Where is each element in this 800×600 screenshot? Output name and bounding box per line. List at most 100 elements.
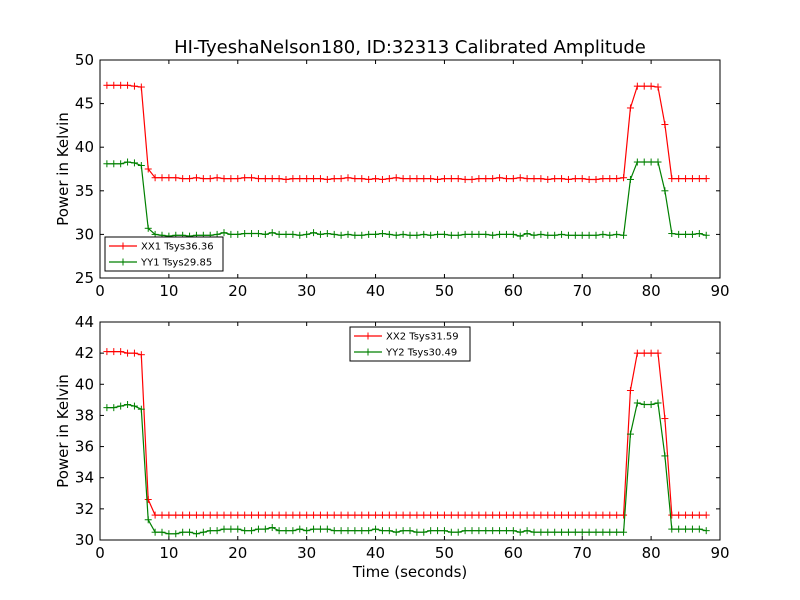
data-point-marker [454, 175, 462, 183]
data-point-marker [303, 527, 311, 535]
data-point-marker [661, 415, 669, 423]
data-point-marker [475, 175, 483, 183]
x-tick-label: 40 [366, 282, 385, 300]
data-point-marker [571, 528, 579, 536]
data-point-marker [564, 528, 572, 536]
data-point-marker [165, 174, 173, 182]
top-panel: 0 10 20 30 40 50 60 70 80 90 25 30 35 40 45 50 Power in … [54, 51, 730, 300]
data-point-marker [434, 230, 442, 238]
data-point-marker [496, 527, 504, 535]
data-point-marker [227, 175, 235, 183]
data-point-marker [413, 511, 421, 519]
x-tick-label: 60 [504, 544, 523, 562]
data-point-marker [516, 511, 524, 519]
data-point-marker [234, 175, 242, 183]
data-point-marker [537, 511, 545, 519]
data-point-marker [599, 230, 607, 238]
data-point-marker [323, 525, 331, 533]
data-point-marker [186, 511, 194, 519]
data-point-marker [372, 175, 380, 183]
series-yy [103, 399, 710, 538]
data-point-marker [199, 511, 207, 519]
data-point-marker [558, 175, 566, 183]
data-point-marker [502, 175, 510, 183]
data-point-marker [427, 231, 435, 239]
data-point-marker [620, 231, 628, 239]
data-point-marker [530, 511, 538, 519]
x-axis-label: Time (seconds) [352, 563, 468, 581]
y-tick-label: 50 [75, 51, 94, 69]
data-point-marker [482, 511, 490, 519]
data-point-marker [675, 511, 683, 519]
data-point-marker [516, 232, 524, 240]
y-tick-label: 30 [75, 531, 94, 549]
data-point-marker [668, 525, 676, 533]
data-point-marker [103, 160, 111, 168]
data-point-marker [248, 527, 256, 535]
data-point-marker [509, 527, 517, 535]
data-point-marker [248, 174, 256, 182]
data-point-marker [392, 174, 400, 182]
data-point-marker [172, 530, 180, 538]
data-point-marker [675, 525, 683, 533]
data-point-marker [461, 175, 469, 183]
data-point-marker [585, 231, 593, 239]
data-point-marker [275, 230, 283, 238]
data-point-marker [489, 511, 497, 519]
data-point-marker [144, 516, 152, 524]
x-tick-label: 90 [710, 544, 729, 562]
data-point-marker [661, 187, 669, 195]
data-point-marker [365, 511, 373, 519]
data-point-marker [151, 511, 159, 519]
data-point-marker [289, 527, 297, 535]
data-point-marker [227, 511, 235, 519]
x-tick-label: 20 [228, 544, 247, 562]
data-point-marker [502, 230, 510, 238]
data-point-marker [192, 174, 200, 182]
data-point-marker [323, 511, 331, 519]
data-point-marker [227, 525, 235, 533]
data-point-marker [530, 175, 538, 183]
data-point-marker [206, 527, 214, 535]
data-point-marker [558, 528, 566, 536]
data-point-marker [516, 528, 524, 536]
data-point-marker [620, 511, 628, 519]
y-tick-label: 25 [75, 269, 94, 287]
data-point-marker [496, 174, 504, 182]
data-point-marker [606, 231, 614, 239]
data-point-marker [275, 175, 283, 183]
legend: XX2 Tsys31.59 YY2 Tsys30.49 [349, 326, 471, 362]
data-point-marker [682, 511, 690, 519]
legend: XX1 Tsys36.36 YY1 Tsys29.85 [104, 236, 224, 272]
series-xx [103, 81, 710, 183]
data-point-marker [702, 527, 710, 535]
data-point-marker [654, 83, 662, 91]
y-tick-label: 45 [75, 95, 94, 113]
data-point-marker [599, 528, 607, 536]
data-point-marker [688, 175, 696, 183]
data-point-marker [103, 81, 111, 89]
data-point-marker [564, 231, 572, 239]
data-point-marker [633, 399, 641, 407]
data-point-marker [130, 159, 138, 167]
data-point-marker [440, 230, 448, 238]
data-point-marker [268, 229, 276, 237]
data-point-marker [509, 175, 517, 183]
data-point-marker [213, 527, 221, 535]
data-point-marker [124, 401, 132, 409]
data-point-marker [241, 230, 249, 238]
y-tick-label: 40 [75, 375, 94, 393]
data-point-marker [647, 158, 655, 166]
legend-entry: YY1 Tsys29.85 [109, 258, 212, 269]
data-point-marker [310, 229, 318, 237]
data-point-marker [241, 527, 249, 535]
data-point-marker [137, 405, 145, 413]
data-point-marker [372, 230, 380, 238]
data-point-marker [199, 175, 207, 183]
data-point-marker [220, 525, 228, 533]
data-point-marker [688, 525, 696, 533]
data-point-marker [544, 511, 552, 519]
data-point-marker [434, 175, 442, 183]
data-point-marker [117, 81, 125, 89]
data-point-marker [137, 162, 145, 170]
